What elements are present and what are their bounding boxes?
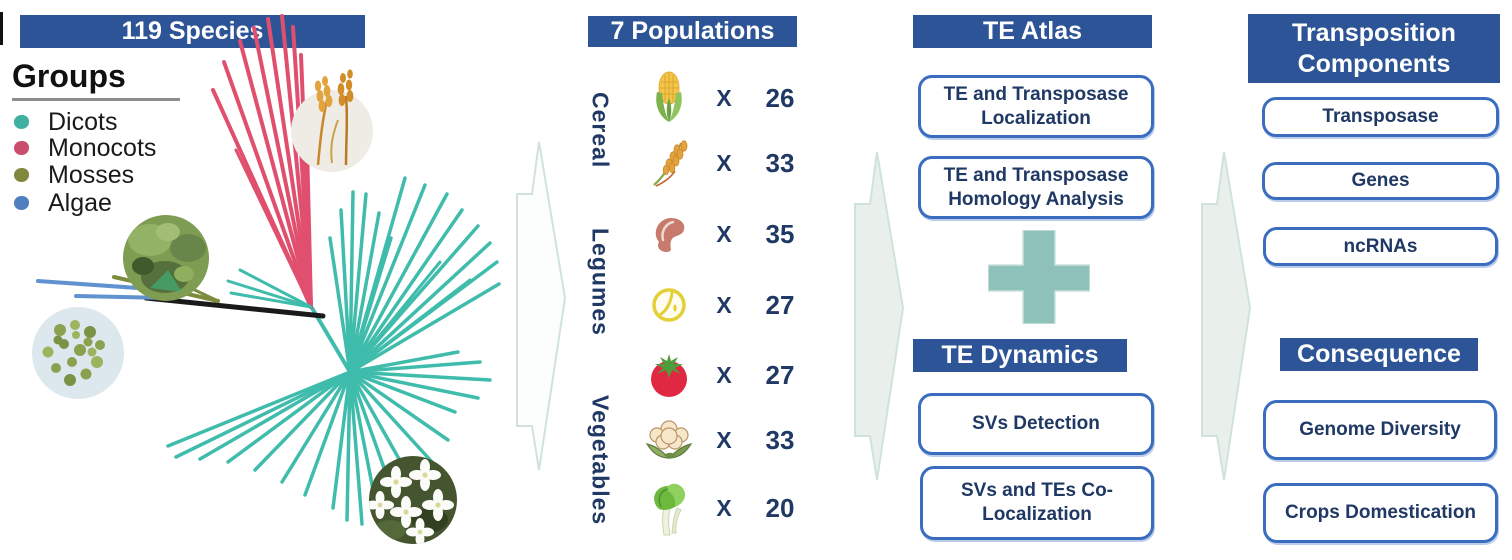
legend-item-mosses: Mosses [14, 160, 234, 189]
population-count: 35 [765, 218, 795, 249]
legend-item-monocots: Monocots [14, 133, 234, 162]
monocots-dot-icon [14, 141, 29, 155]
multiply-label: X [716, 84, 732, 111]
te-atlas-header: TE Atlas [913, 15, 1152, 48]
multiply-label: X [716, 149, 732, 176]
population-count: 27 [765, 359, 795, 390]
population-row: X 27 [640, 273, 816, 337]
flow-arrow-1-icon [516, 141, 567, 471]
population-row: X 20 [640, 476, 816, 540]
legend-item-dicots: Dicots [14, 107, 234, 136]
legend-underline [12, 98, 180, 101]
dicots-dot-icon [14, 115, 29, 129]
tomato-icon [640, 350, 698, 400]
multiply-label: X [716, 426, 732, 453]
group-label-vegetables: Vegetables [587, 395, 614, 526]
multiply-label: X [716, 494, 732, 521]
transposition-box-genes: Genes [1262, 162, 1499, 200]
multiply-label: X [716, 291, 732, 318]
population-row: X 33 [640, 131, 816, 195]
te-atlas-box-homology: TE and Transposase Homology Analysis [918, 156, 1154, 219]
legend-label: Dicots [48, 107, 118, 136]
legend-label: Algae [48, 188, 112, 217]
flow-arrow-2-icon [854, 151, 905, 481]
wheat-photo [291, 69, 373, 172]
moss-photo [123, 215, 209, 301]
soybean-icon [640, 283, 698, 327]
algae-photo [32, 307, 124, 399]
kidney-bean-icon [640, 212, 698, 256]
mosses-dot-icon [14, 168, 29, 182]
population-row: X 27 [640, 343, 816, 407]
population-count: 20 [765, 492, 795, 523]
figure-edge-mark [0, 12, 3, 45]
te-dynamics-box-svs: SVs Detection [918, 393, 1154, 455]
transposition-box-ncrnas: ncRNAs [1263, 227, 1498, 266]
bok-choy-icon [640, 479, 698, 537]
population-count: 27 [765, 289, 795, 320]
transposition-box-transposase: Transposase [1262, 97, 1499, 137]
population-count: 33 [765, 424, 795, 455]
legend-title: Groups [12, 58, 126, 94]
te-dynamics-header: TE Dynamics [913, 339, 1127, 372]
plus-icon [988, 230, 1090, 324]
rice-icon [640, 137, 698, 189]
population-row: X 35 [640, 202, 816, 266]
population-count: 26 [765, 82, 795, 113]
transposition-header: Transposition Components [1248, 14, 1500, 83]
te-atlas-box-localization: TE and Transposase Localization [918, 75, 1154, 138]
consequence-header: Consequence [1280, 338, 1478, 371]
multiply-label: X [716, 220, 732, 247]
group-label-cereal: Cereal [587, 91, 614, 169]
population-count: 33 [765, 147, 795, 178]
population-row: X 26 [640, 66, 816, 130]
population-row: X 33 [640, 408, 816, 472]
flow-arrow-3-icon [1201, 151, 1252, 481]
cauliflower-icon [640, 417, 698, 463]
populations-header: 7 Populations [588, 16, 797, 47]
consequence-box-crops-domestication: Crops Domestication [1263, 483, 1498, 543]
legend-label: Monocots [48, 133, 157, 162]
legend-item-algae: Algae [14, 188, 234, 217]
flowers-photo [369, 456, 457, 544]
group-label-legumes: Legumes [587, 228, 614, 336]
species-header: 119 Species [20, 15, 365, 48]
corn-icon [640, 70, 698, 126]
multiply-label: X [716, 361, 732, 388]
algae-dot-icon [14, 196, 29, 210]
legend-label: Mosses [48, 160, 135, 189]
te-dynamics-box-colocalization: SVs and TEs Co-Localization [920, 466, 1154, 540]
consequence-box-genome-diversity: Genome Diversity [1263, 400, 1497, 460]
